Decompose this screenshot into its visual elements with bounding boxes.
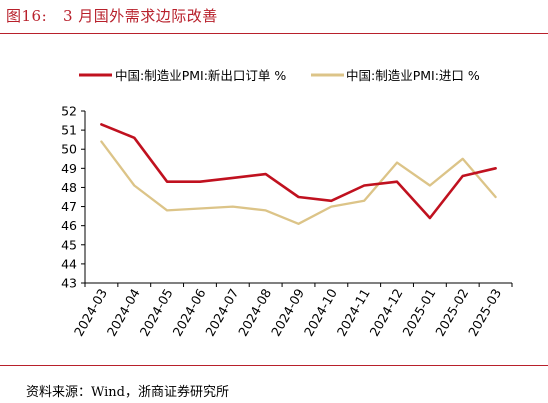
series-line-1 [100,123,497,220]
y-tick-label: 52 [61,104,77,119]
line-chart: 中国:制造业PMI:新出口订单 % 中国:制造业PMI:进口 % 43 44 45 46… [61,68,513,339]
series-1 [100,123,497,220]
y-tick-label: 50 [61,142,77,157]
y-tick-label: 44 [61,256,77,271]
legend-label-2: 中国:制造业PMI:进口 % [346,68,480,83]
chart-series [100,123,497,225]
y-tick-label: 45 [61,237,77,252]
y-tick-label: 46 [61,218,77,233]
title-divider [0,33,548,34]
series-2 [100,140,497,225]
legend-label-1: 中国:制造业PMI:新出口订单 % [115,68,286,83]
series-line-2 [100,140,497,225]
chart-legend: 中国:制造业PMI:新出口订单 % 中国:制造业PMI:进口 % [79,68,480,83]
y-tick-label: 47 [61,199,77,214]
source-divider [0,365,548,366]
chart-axes: 434445464748495051522024-032024-042024-0… [61,104,513,339]
y-tick-label: 43 [61,276,77,291]
y-tick-label: 49 [61,161,77,176]
source-note: 资料来源：Wind，浙商证券研究所 [26,385,229,400]
y-tick-label: 48 [61,180,77,195]
y-tick-label: 51 [61,123,77,138]
figure-title: 图16: 3 月国外需求边际改善 [6,7,218,25]
